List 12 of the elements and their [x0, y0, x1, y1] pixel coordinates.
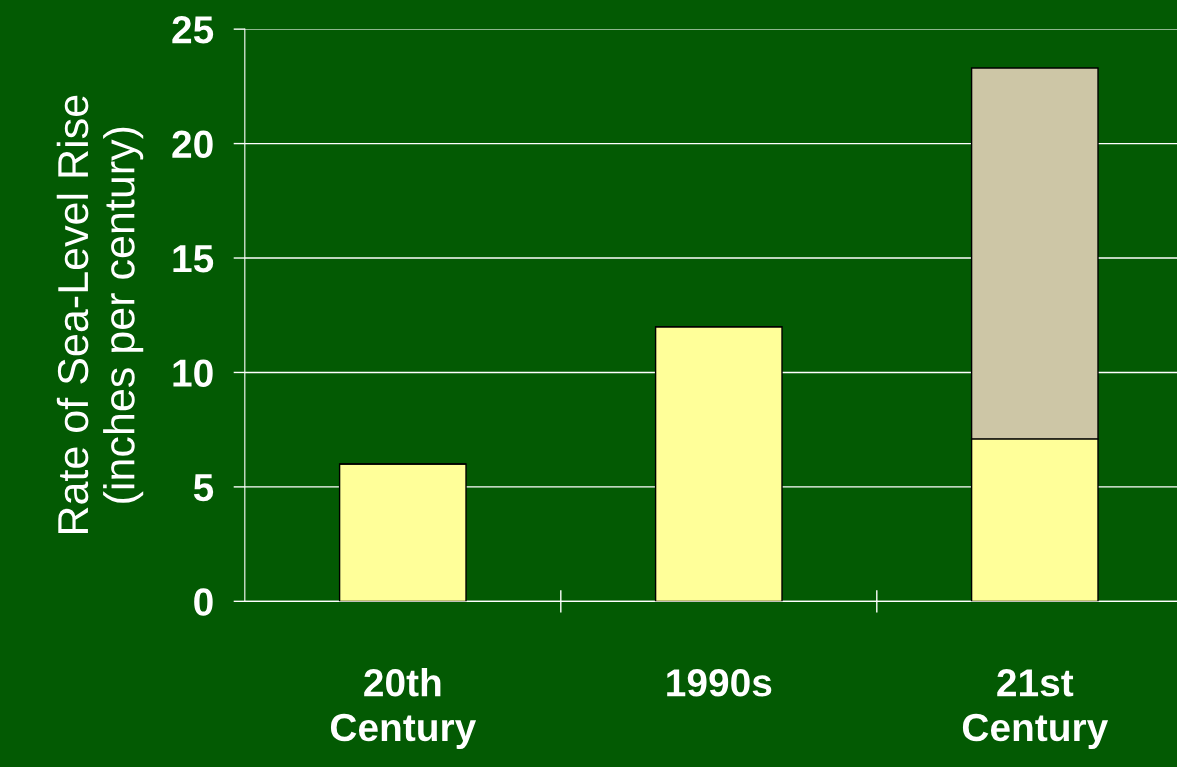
bar — [338, 463, 467, 602]
x-tick-label: 20th Century — [330, 667, 477, 749]
y-tick-label: 10 — [173, 359, 213, 387]
y-tick-label: 15 — [173, 245, 214, 273]
y-tick-label: 5 — [193, 474, 214, 502]
y-tick-label: 25 — [172, 16, 214, 44]
x-tick-label: 1990s — [667, 669, 772, 697]
bar — [654, 325, 783, 602]
x-tick-label: 21st Century — [962, 669, 1109, 749]
y-axis-title: Rate of Sea-Level Rise (inches per century) — [56, 95, 144, 534]
y-tick-label: 0 — [194, 588, 213, 616]
y-tick-label: 20 — [172, 130, 213, 159]
